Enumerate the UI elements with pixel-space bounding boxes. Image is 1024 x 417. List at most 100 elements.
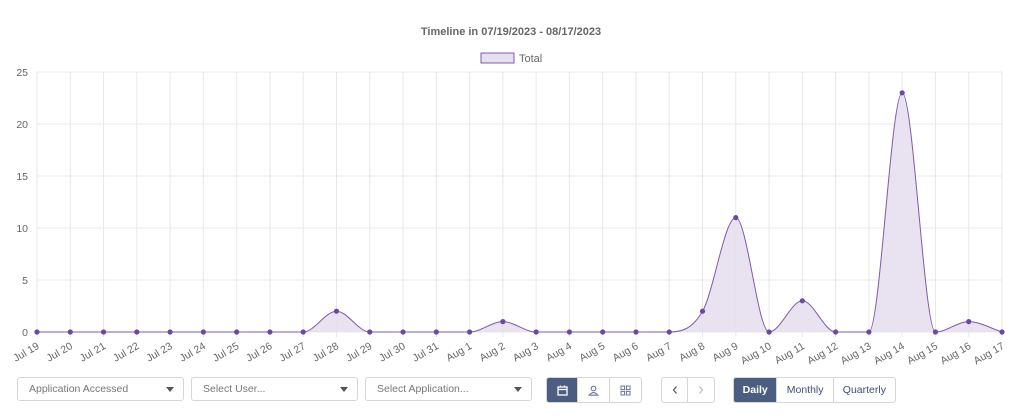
data-point[interactable] bbox=[134, 329, 140, 335]
report-type-select[interactable]: Application Accessed bbox=[17, 377, 184, 401]
y-tick-label: 5 bbox=[22, 275, 28, 287]
timeline-chart: Timeline in 07/19/2023 - 08/17/2023 Tota… bbox=[11, 26, 1007, 367]
data-point[interactable] bbox=[566, 329, 573, 335]
grid-view-button[interactable] bbox=[610, 378, 641, 402]
period-quarterly-button[interactable]: Quarterly bbox=[842, 384, 886, 396]
chart-legend[interactable]: Total bbox=[480, 52, 542, 65]
x-tick-label: Jul 31 bbox=[411, 340, 441, 364]
x-tick-label: Aug 6 bbox=[611, 340, 641, 364]
data-point[interactable] bbox=[267, 329, 273, 335]
x-tick-label: Aug 11 bbox=[773, 340, 807, 367]
y-tick-label: 10 bbox=[16, 223, 28, 235]
chevron-right-icon bbox=[699, 386, 704, 394]
x-tick-label: Aug 12 bbox=[805, 340, 840, 367]
chart-controls: Application Accessed Select User... Sele… bbox=[17, 377, 1007, 403]
x-tick-label: Aug 3 bbox=[511, 340, 541, 364]
series-layer bbox=[34, 90, 1005, 335]
period-daily-button[interactable]: Daily bbox=[734, 378, 778, 402]
x-tick-label: Aug 14 bbox=[872, 340, 907, 367]
x-tick-label: Jul 20 bbox=[45, 340, 75, 364]
data-point[interactable] bbox=[766, 329, 772, 335]
x-tick-label: Jul 30 bbox=[377, 340, 407, 364]
series-area bbox=[37, 92, 1002, 332]
series-line bbox=[37, 92, 1003, 333]
x-tick-label: Aug 15 bbox=[905, 340, 940, 367]
application-select[interactable]: Select Application... bbox=[365, 377, 532, 401]
x-tick-label: Jul 21 bbox=[78, 340, 108, 364]
x-tick-label: Aug 8 bbox=[677, 340, 707, 364]
x-tick-label: Aug 17 bbox=[972, 340, 1007, 367]
period-toggle-group: Daily Monthly Quarterly bbox=[733, 377, 896, 403]
data-point[interactable] bbox=[932, 329, 939, 335]
x-tick-label: Jul 29 bbox=[344, 340, 374, 364]
x-tick-label: Aug 9 bbox=[711, 340, 741, 364]
x-tick-label: Aug 1 bbox=[444, 340, 474, 364]
chevron-down-icon bbox=[340, 387, 348, 392]
x-tick-label: Aug 13 bbox=[839, 340, 874, 367]
report-type-value: Application Accessed bbox=[29, 383, 129, 395]
grid-layer bbox=[36, 71, 1003, 337]
application-select-placeholder: Select Application... bbox=[377, 383, 469, 395]
data-point[interactable] bbox=[333, 308, 340, 314]
data-point[interactable] bbox=[234, 329, 240, 335]
data-point[interactable] bbox=[633, 329, 639, 335]
x-tick-label: Aug 16 bbox=[938, 340, 973, 367]
pagination-group bbox=[661, 377, 715, 403]
data-point[interactable] bbox=[833, 329, 839, 335]
x-tick-label: Jul 26 bbox=[244, 340, 274, 364]
x-tick-label: Jul 25 bbox=[211, 340, 241, 364]
x-tick-label: Jul 23 bbox=[144, 340, 174, 364]
grid-icon bbox=[620, 385, 631, 395]
data-point[interactable] bbox=[699, 308, 706, 314]
user-select-placeholder: Select User... bbox=[203, 383, 266, 395]
chevron-down-icon bbox=[514, 387, 522, 392]
x-tick-label: Aug 4 bbox=[544, 340, 574, 364]
chevron-left-icon bbox=[672, 386, 677, 394]
x-tick-label: Aug 7 bbox=[644, 340, 674, 364]
x-tick-label: Aug 10 bbox=[739, 340, 774, 367]
x-tick-label: Jul 28 bbox=[311, 340, 341, 364]
next-button[interactable] bbox=[688, 378, 714, 402]
data-point[interactable] bbox=[966, 319, 972, 325]
x-tick-label: Jul 22 bbox=[111, 340, 141, 364]
calendar-view-button[interactable] bbox=[547, 378, 579, 402]
x-tick-label: Jul 27 bbox=[277, 340, 307, 364]
chevron-down-icon bbox=[166, 387, 174, 392]
y-tick-label: 15 bbox=[16, 171, 28, 183]
data-point[interactable] bbox=[799, 298, 805, 304]
data-point[interactable] bbox=[533, 329, 539, 335]
data-point[interactable] bbox=[500, 319, 506, 325]
data-point[interactable] bbox=[466, 329, 473, 335]
y-tick-label: 25 bbox=[16, 67, 28, 79]
data-point[interactable] bbox=[899, 90, 905, 96]
data-point[interactable] bbox=[67, 329, 73, 335]
data-point[interactable] bbox=[733, 215, 739, 221]
calendar-icon bbox=[557, 385, 568, 396]
x-tick-label: Jul 24 bbox=[178, 340, 208, 364]
x-tick-label: Aug 5 bbox=[577, 340, 607, 364]
data-point[interactable] bbox=[400, 329, 406, 335]
period-monthly-button[interactable]: Monthly bbox=[777, 378, 834, 402]
legend-label: Total bbox=[519, 53, 542, 65]
data-point[interactable] bbox=[600, 329, 606, 335]
y-tick-label: 0 bbox=[22, 327, 28, 339]
view-toggle-group bbox=[546, 377, 642, 403]
chart-title: Timeline in 07/19/2023 - 08/17/2023 bbox=[421, 26, 601, 38]
user-select[interactable]: Select User... bbox=[191, 377, 358, 401]
data-point[interactable] bbox=[433, 329, 439, 335]
previous-button[interactable] bbox=[662, 378, 689, 402]
data-point[interactable] bbox=[367, 329, 373, 335]
data-point[interactable] bbox=[34, 329, 40, 335]
x-tick-label: Jul 19 bbox=[11, 340, 41, 364]
data-point[interactable] bbox=[167, 329, 173, 335]
legend-swatch bbox=[480, 52, 515, 64]
data-point[interactable] bbox=[866, 329, 872, 335]
data-point[interactable] bbox=[999, 329, 1005, 335]
data-point[interactable] bbox=[666, 329, 672, 335]
data-point[interactable] bbox=[100, 329, 107, 335]
y-tick-label: 20 bbox=[16, 119, 28, 131]
user-view-button[interactable] bbox=[578, 378, 610, 402]
data-point[interactable] bbox=[300, 329, 306, 335]
user-icon bbox=[588, 385, 599, 396]
data-point[interactable] bbox=[200, 329, 206, 335]
